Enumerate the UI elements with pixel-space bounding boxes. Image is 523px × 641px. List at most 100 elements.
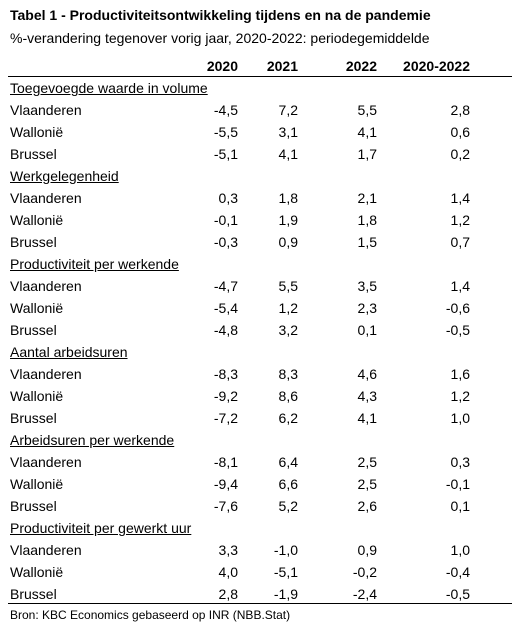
column-header: 2021 — [266, 58, 298, 74]
cell-value: -0,5 — [445, 322, 470, 338]
row-label: Brussel — [10, 234, 57, 250]
row-label: Vlaanderen — [10, 454, 82, 470]
cell-value: -8,3 — [213, 366, 238, 382]
row-label: Vlaanderen — [10, 542, 82, 558]
cell-value: 1,4 — [450, 190, 470, 206]
column-header: 2020 — [206, 58, 238, 74]
cell-value: -5,5 — [213, 124, 238, 140]
section-title: Arbeidsuren per werkende — [10, 432, 175, 448]
cell-value: -0,4 — [445, 564, 470, 580]
cell-value: 5,5 — [357, 102, 377, 118]
cell-value: 6,2 — [278, 410, 298, 426]
cell-value: 8,6 — [278, 388, 298, 404]
section-title: Toegevoegde waarde in volume — [10, 80, 208, 96]
row-label: Wallonië — [10, 300, 64, 316]
cell-value: 4,0 — [218, 564, 238, 580]
cell-value: 1,0 — [450, 410, 470, 426]
cell-value: 0,3 — [218, 190, 238, 206]
cell-value: 0,9 — [278, 234, 298, 250]
cell-value: 2,8 — [218, 586, 238, 602]
cell-value: 1,9 — [278, 212, 298, 228]
cell-value: -7,6 — [213, 498, 238, 514]
cell-value: -0,1 — [445, 476, 470, 492]
cell-value: 3,5 — [357, 278, 377, 294]
row-label: Brussel — [10, 410, 57, 426]
cell-value: 1,8 — [357, 212, 377, 228]
cell-value: -4,7 — [213, 278, 238, 294]
cell-value: 2,3 — [357, 300, 377, 316]
cell-value: -7,2 — [213, 410, 238, 426]
cell-value: 6,6 — [278, 476, 298, 492]
subtitle: %-verandering tegenover vorig jaar, 2020… — [10, 30, 430, 46]
row-label: Brussel — [10, 498, 57, 514]
cell-value: 5,5 — [278, 278, 298, 294]
row-label: Vlaanderen — [10, 102, 82, 118]
row-label: Vlaanderen — [10, 190, 82, 206]
row-label: Vlaanderen — [10, 278, 82, 294]
cell-value: 6,4 — [278, 454, 298, 470]
cell-value: -5,4 — [213, 300, 238, 316]
cell-value: -9,4 — [213, 476, 238, 492]
cell-value: 7,2 — [278, 102, 298, 118]
cell-value: -1,0 — [273, 542, 298, 558]
cell-value: 2,5 — [357, 476, 377, 492]
cell-value: 8,3 — [278, 366, 298, 382]
column-header: 2022 — [345, 58, 377, 74]
cell-value: 5,2 — [278, 498, 298, 514]
cell-value: -0,1 — [213, 212, 238, 228]
cell-value: 3,3 — [218, 542, 238, 558]
cell-value: 1,8 — [278, 190, 298, 206]
source: Bron: KBC Economics gebaseerd op INR (NB… — [10, 608, 291, 622]
row-label: Wallonië — [10, 212, 64, 228]
cell-value: 2,5 — [357, 454, 377, 470]
cell-value: -0,2 — [352, 564, 377, 580]
cell-value: -0,6 — [445, 300, 470, 316]
cell-value: -9,2 — [213, 388, 238, 404]
cell-value: 4,1 — [278, 146, 298, 162]
cell-value: -8,1 — [213, 454, 238, 470]
section-title: Productiviteit per gewerkt uur — [10, 520, 192, 536]
cell-value: 3,2 — [278, 322, 298, 338]
cell-value: 2,6 — [357, 498, 377, 514]
column-header: 2020-2022 — [403, 58, 470, 74]
cell-value: 3,1 — [278, 124, 298, 140]
cell-value: 0,6 — [450, 124, 470, 140]
cell-value: 4,6 — [357, 366, 377, 382]
cell-value: -4,5 — [213, 102, 238, 118]
cell-value: 1,5 — [357, 234, 377, 250]
row-label: Brussel — [10, 586, 57, 602]
header-rule — [8, 76, 512, 77]
row-label: Wallonië — [10, 388, 64, 404]
bottom-rule — [8, 603, 512, 604]
cell-value: 1,2 — [278, 300, 298, 316]
cell-value: -5,1 — [213, 146, 238, 162]
row-label: Vlaanderen — [10, 366, 82, 382]
cell-value: 1,6 — [450, 366, 470, 382]
cell-value: 0,3 — [450, 454, 470, 470]
cell-value: 2,1 — [357, 190, 377, 206]
cell-value: 0,7 — [450, 234, 470, 250]
cell-value: -0,5 — [445, 586, 470, 602]
cell-value: 1,7 — [357, 146, 377, 162]
cell-value: 1,4 — [450, 278, 470, 294]
cell-value: -0,3 — [213, 234, 238, 250]
cell-value: 0,1 — [357, 322, 377, 338]
section-title: Productiviteit per werkende — [10, 256, 179, 272]
cell-value: 0,2 — [450, 146, 470, 162]
row-label: Brussel — [10, 322, 57, 338]
cell-value: -5,1 — [273, 564, 298, 580]
cell-value: -4,8 — [213, 322, 238, 338]
title: Tabel 1 - Productiviteitsontwikkeling ti… — [10, 7, 431, 23]
cell-value: -2,4 — [352, 586, 377, 602]
cell-value: 1,0 — [450, 542, 470, 558]
cell-value: 1,2 — [450, 212, 470, 228]
cell-value: 4,3 — [357, 388, 377, 404]
cell-value: -1,9 — [273, 586, 298, 602]
cell-value: 1,2 — [450, 388, 470, 404]
section-title: Aantal arbeidsuren — [10, 344, 128, 360]
section-title: Werkgelegenheid — [10, 168, 119, 184]
row-label: Wallonië — [10, 476, 64, 492]
row-label: Brussel — [10, 146, 57, 162]
row-label: Wallonië — [10, 564, 64, 580]
